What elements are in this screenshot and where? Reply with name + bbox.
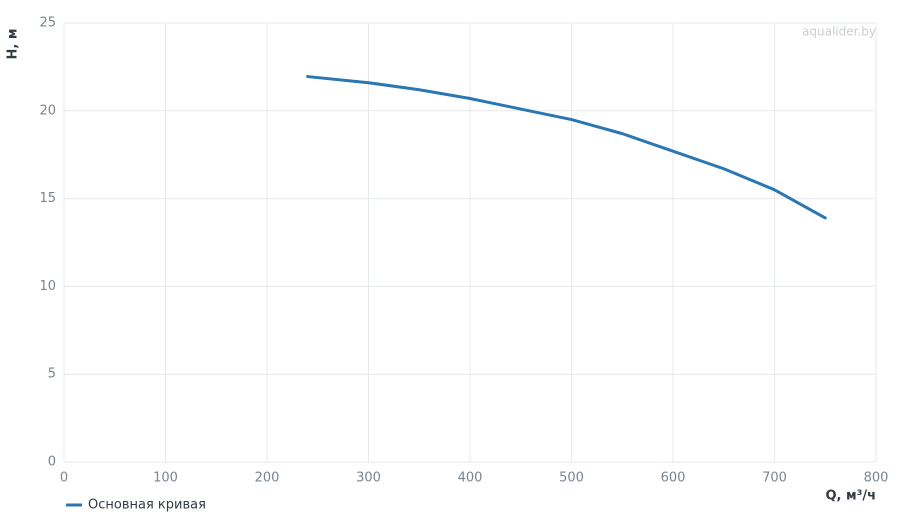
x-tick-label: 300 xyxy=(356,471,381,486)
x-axis-label: Q, м³/ч xyxy=(825,489,876,504)
x-tick-label: 100 xyxy=(153,471,178,486)
x-tick-label: 200 xyxy=(255,471,280,486)
y-tick-label: 5 xyxy=(48,367,56,382)
y-tick-label: 25 xyxy=(39,16,56,31)
x-tick-label: 800 xyxy=(864,471,889,486)
x-tick-label: 400 xyxy=(458,471,483,486)
y-tick-label: 10 xyxy=(39,279,56,294)
x-tick-label: 600 xyxy=(661,471,686,486)
legend-label: Основная кривая xyxy=(88,498,206,513)
y-tick-label: 15 xyxy=(39,191,56,206)
x-tick-label: 0 xyxy=(60,471,68,486)
watermark: aqualider.by xyxy=(802,25,876,39)
x-tick-label: 700 xyxy=(762,471,787,486)
y-tick-label: 0 xyxy=(48,455,56,470)
y-axis-label: H, м xyxy=(6,29,21,60)
y-tick-label: 20 xyxy=(39,103,56,118)
data-line xyxy=(306,75,827,220)
x-tick-label: 500 xyxy=(559,471,584,486)
